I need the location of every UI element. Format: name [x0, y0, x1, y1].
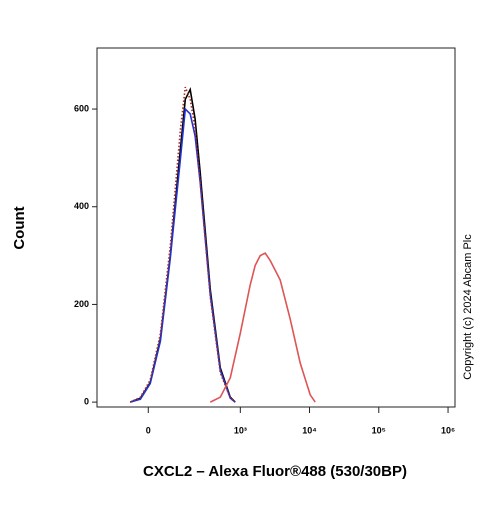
x-tick-label: 10³ — [234, 425, 247, 435]
histogram-line — [209, 252, 316, 403]
histogram-line — [129, 86, 236, 403]
x-tick-label: 10⁵ — [372, 425, 386, 435]
y-tick-label: 400 — [74, 201, 89, 211]
y-tick-label: 200 — [74, 299, 89, 309]
plot-frame — [96, 47, 456, 408]
y-tick-label: 0 — [84, 396, 89, 406]
x-tick-label: 10⁶ — [441, 425, 455, 435]
x-tick-label: 0 — [146, 425, 151, 435]
x-tick-label: 10⁴ — [302, 425, 316, 435]
y-tick-label: 600 — [74, 103, 89, 113]
copyright: Copyright (c) 2024 Abcam Plc — [462, 234, 474, 380]
y-axis-label: Count — [11, 206, 28, 249]
x-axis-label: CXCL2 – Alexa Fluor®488 (530/30BP) — [143, 463, 407, 480]
histogram-line — [129, 107, 236, 403]
